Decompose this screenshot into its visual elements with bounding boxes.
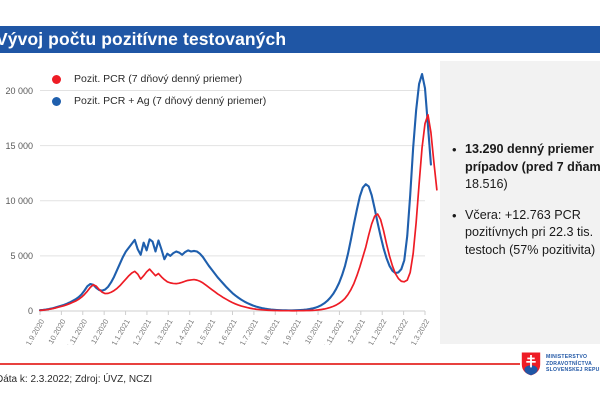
x-axis-tick-label: 1.8.2021 <box>259 318 281 346</box>
info-bullet-list: 13.290 denný priemer prípadov (pred 7 dň… <box>452 141 600 272</box>
x-axis-tick-label: 1.3.2022 <box>409 318 431 346</box>
daily-average-cases-label: prípadov (pred 7 dňami <box>465 159 600 174</box>
x-axis-tick-label: 1.1.2022 <box>366 318 388 346</box>
info-panel: 13.290 denný priemer prípadov (pred 7 dň… <box>440 61 600 344</box>
series-line-pcr <box>39 113 438 312</box>
x-axis-tick-label: 1.1.2021 <box>109 318 131 346</box>
x-axis-tick-label: 1.12.2021 <box>343 318 367 346</box>
x-axis-tick-label: 1.11.2020 <box>65 318 89 346</box>
legend-label-pcr: Pozit. PCR (7 dňový denný priemer) <box>74 73 243 85</box>
bullet-line: prípadov (pred 7 dňami <box>465 159 600 177</box>
logo-line-3: SLOVENSKEJ REPUBLIKY <box>546 367 600 374</box>
y-axis-tick-label: 10 000 <box>5 196 33 206</box>
yesterday-pcr-line: Včera: +12.763 PCR <box>465 207 581 222</box>
yesterday-positives-line: pozitívnych pri 22.3 tis. <box>465 225 594 239</box>
source-note: Dáta k: 2.3.2022; Zdroj: ÚVZ, NCZI <box>0 374 153 385</box>
x-axis-tick-label: 1.3.2021 <box>152 318 174 346</box>
legend-marker-icon <box>52 74 61 84</box>
bullet-line: 13.290 denný priemer <box>465 141 600 159</box>
legend-item-pcr: Pozit. PCR (7 dňový denný priemer) <box>52 68 382 90</box>
y-axis-tick-label: 5 000 <box>10 251 33 261</box>
daily-average-value: 13.290 denný priemer <box>465 142 594 156</box>
x-axis-tick-label: 1.11.2021 <box>321 318 345 346</box>
info-bullet-daily-average: 13.290 denný priemer prípadov (pred 7 dň… <box>452 141 600 194</box>
x-axis-tick-label: 1.5.2021 <box>195 318 217 346</box>
bullet-line: pozitívnych pri 22.3 tis. <box>465 224 600 242</box>
legend-label-pcr-ag: Pozit. PCR + Ag (7 dňový denný priemer) <box>74 95 267 107</box>
page-title: Vývoj počtu pozitívne testovaných <box>0 29 287 49</box>
x-axis-tick-label: 1.10.2021 <box>300 318 324 346</box>
x-axis-tick-label: 1.2.2022 <box>387 318 409 346</box>
x-axis-labels: 1.9.20201.10.20201.11.20201.12.20201.1.2… <box>24 318 431 346</box>
bullet-line: 18.516) <box>465 176 600 194</box>
previous-week-value: 18.516) <box>465 177 508 191</box>
legend-item-pcr-ag: Pozit. PCR + Ag (7 dňový denný priemer) <box>52 90 382 112</box>
x-axis-tick-label: 1.6.2021 <box>216 318 238 346</box>
bullet-line: testoch (57% pozitivita) <box>465 242 600 260</box>
legend-marker-icon <box>52 96 61 106</box>
ministry-logo-text: MINISTERSTVO ZDRAVOTNÍCTVA SLOVENSKEJ RE… <box>546 354 600 374</box>
x-axis-tick-label: 1.10.2020 <box>43 318 67 346</box>
chart-legend: Pozit. PCR (7 dňový denný priemer) Pozit… <box>52 68 382 112</box>
logo-line-2: ZDRAVOTNÍCTVA <box>546 360 593 367</box>
gridlines <box>40 90 425 312</box>
y-axis-tick-label: 15 000 <box>5 141 33 151</box>
footer-divider <box>0 363 520 365</box>
x-axis-tick-label: 1.9.2021 <box>281 318 303 346</box>
x-axis <box>39 310 426 315</box>
ministry-logo: MINISTERSTVO ZDRAVOTNÍCTVA SLOVENSKEJ RE… <box>521 352 600 376</box>
x-axis-tick-label: 1.9.2020 <box>24 318 46 346</box>
y-axis-tick-label: 20 000 <box>5 86 33 96</box>
y-axis-labels: 0 5 000 10 000 15 000 20 000 <box>5 86 33 316</box>
x-axis-tick-label: 1.2.2021 <box>131 318 153 346</box>
bullet-line: Včera: +12.763 PCR <box>465 207 600 225</box>
series-line-pcr-ag <box>38 72 432 312</box>
x-axis-tick-label: 1.7.2021 <box>238 318 260 346</box>
info-bullet-yesterday: Včera: +12.763 PCR pozitívnych pri 22.3 … <box>452 207 600 260</box>
yesterday-positivity-line: testoch (57% pozitivita) <box>465 242 596 257</box>
slovak-coat-of-arms-icon <box>521 352 541 376</box>
x-axis-tick-label: 1.12.2020 <box>86 318 110 346</box>
y-axis-tick-label: 0 <box>28 306 33 316</box>
x-axis-tick-label: 1.4.2021 <box>174 318 196 346</box>
title-banner: Vývoj počtu pozitívne testovaných <box>0 26 600 53</box>
logo-line-1: MINISTERSTVO <box>546 354 588 361</box>
